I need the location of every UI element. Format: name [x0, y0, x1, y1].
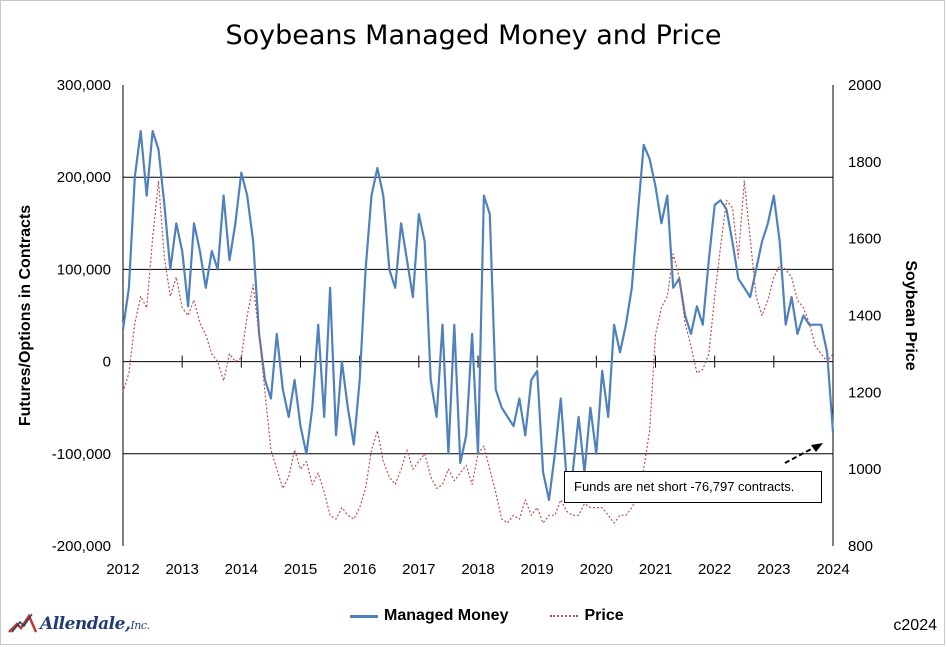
x-tick-label: 2018: [461, 561, 494, 578]
logo-mark-icon: [8, 613, 38, 633]
logo-text: Allendale,Inc.: [40, 614, 150, 634]
legend-item-managed-money: Managed Money: [350, 607, 508, 625]
legend-item-price: Price: [550, 607, 624, 625]
series-line-managed-money: [121, 130, 835, 501]
y-tick-label-right: 1600: [848, 231, 881, 248]
x-tick-label: 2019: [520, 561, 553, 578]
legend-label-managed-money: Managed Money: [384, 607, 509, 624]
y-tick-label-right: 1800: [848, 154, 881, 171]
x-tick-label: 2022: [698, 561, 731, 578]
x-ticks: 2012 2013 2014 2015 2016 2017 2018 2019 2020 2021…: [106, 561, 849, 578]
y-tick-label-right: 1400: [848, 308, 881, 325]
y-tick-label-right: 1200: [848, 384, 881, 401]
y-tick-label-left: 0: [103, 354, 111, 371]
annotation-box: Funds are net short -76,797 contracts.: [564, 471, 822, 503]
legend: Managed Money Price: [350, 607, 666, 625]
y-tick-label-right: 800: [848, 538, 873, 555]
x-tick-label: 2020: [580, 561, 613, 578]
y-ticks-left: 300,000 200,000 100,000 0 -100,000 -200,000: [52, 77, 111, 555]
y-tick-label-left: -200,000: [52, 538, 111, 555]
x-tick-label: 2012: [106, 561, 139, 578]
legend-swatch-price: [550, 615, 579, 617]
y-axis-title-left: Futures/Options in Contracts: [17, 205, 34, 426]
y-tick-label-left: 100,000: [57, 261, 111, 278]
logo-name: Allendale,: [40, 614, 131, 634]
chart-title: Soybeans Managed Money and Price: [225, 20, 722, 51]
allendale-logo: Allendale,Inc.: [8, 612, 150, 634]
x-tick-label: 2014: [225, 561, 258, 578]
legend-swatch-managed-money: [350, 614, 378, 618]
y-tick-label-left: 200,000: [57, 169, 111, 186]
y-tick-label-left: 300,000: [57, 77, 111, 94]
series-group: [121, 130, 835, 524]
y-tick-label-right: 2000: [848, 77, 881, 94]
x-tick-label: 2013: [165, 561, 198, 578]
annotation-arrow: [784, 443, 823, 464]
x-tick-label: 2024: [816, 561, 849, 578]
axes: [122, 85, 834, 546]
legend-label-price: Price: [584, 607, 624, 624]
x-tick-label: 2023: [757, 561, 790, 578]
copyright-text: c2024: [893, 617, 937, 634]
x-tick-label: 2015: [284, 561, 317, 578]
y-tick-label-right: 1000: [848, 461, 881, 478]
x-tick-label: 2017: [402, 561, 435, 578]
y-ticks-right: 2000 1800 1600 1400 1200 1000 800: [848, 77, 881, 555]
annotation-arrow-line: [784, 445, 818, 464]
x-tick-label: 2021: [639, 561, 672, 578]
logo-suffix: Inc.: [130, 619, 150, 632]
y-axis-title-right: Soybean Price: [902, 260, 919, 370]
annotation-arrow-head: [811, 443, 823, 452]
y-tick-label-left: -100,000: [52, 446, 111, 463]
x-tick-label: 2016: [343, 561, 376, 578]
